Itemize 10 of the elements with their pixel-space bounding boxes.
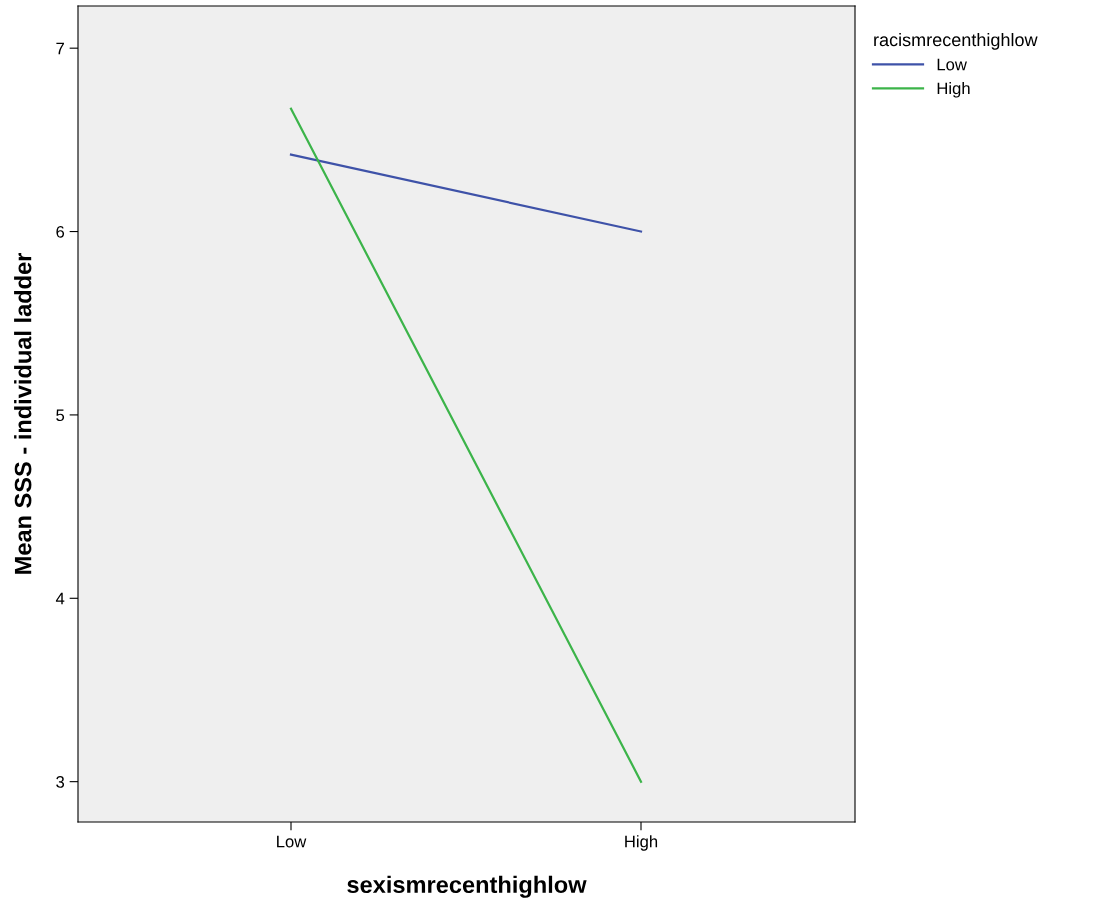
legend-title: racismrecenthighlow [874,33,1038,50]
y-tick-label: 7 [56,42,64,55]
x-axis-title: sexismrecenthighlow [347,875,587,898]
legend-label: Low [937,58,967,71]
y-tick-label: 3 [56,776,65,788]
y-axis-title: Mean SSS - individual ladder [14,252,32,574]
legend-label: High [937,82,970,98]
y-tick-label: 4 [55,592,65,605]
y-tick-label: 5 [56,409,65,422]
y-tick-label: 6 [56,225,65,238]
